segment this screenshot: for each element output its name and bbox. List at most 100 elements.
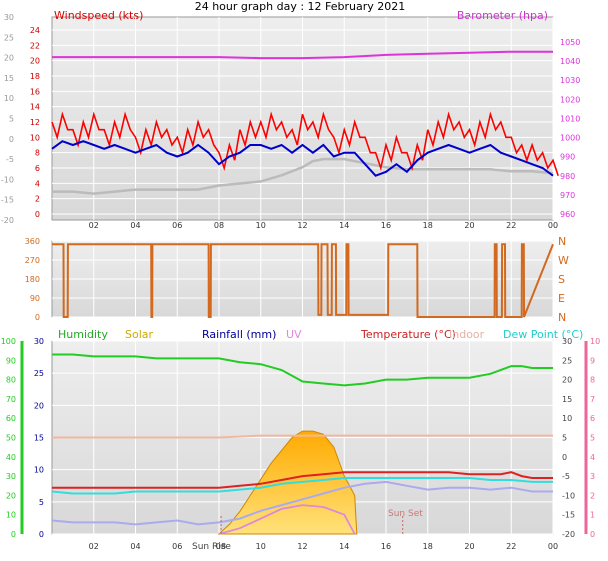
x-tick-label-top: 06 xyxy=(172,221,182,230)
uv-tick: 3 xyxy=(590,472,595,481)
humidity-tick: 30 xyxy=(6,472,16,481)
barometer-tick: 1010 xyxy=(560,114,580,123)
windspeed-outer-tick: 5 xyxy=(9,115,14,124)
windspeed-outer-tick: 25 xyxy=(4,33,14,42)
sun-rise-label: Sun Rise xyxy=(192,542,231,552)
windspeed-tick: 14 xyxy=(30,103,40,112)
barometer-tick: 1020 xyxy=(560,95,580,104)
x-tick-label-top: 00 xyxy=(548,221,558,230)
compass-label: N xyxy=(558,235,566,248)
windspeed-tick: 8 xyxy=(35,149,40,158)
uv-tick: 2 xyxy=(590,491,595,500)
data-series xyxy=(51,50,559,535)
uv-tick: 1 xyxy=(590,511,595,520)
barometer-line xyxy=(52,50,553,60)
direction-tick: 360 xyxy=(25,237,40,246)
humidity-tick: 80 xyxy=(6,376,16,385)
x-tick-label-bottom: 10 xyxy=(256,542,266,551)
x-tick-label-top: 12 xyxy=(297,221,307,230)
barometer-tick: 1000 xyxy=(560,134,580,143)
uv-tick: 7 xyxy=(590,395,595,404)
legend-humidity: Humidity xyxy=(58,328,108,341)
temperature-line xyxy=(52,471,553,489)
x-tick-label-top: 08 xyxy=(214,221,224,230)
x-tick-label-top: 18 xyxy=(423,221,433,230)
x-tick-label-bottom: 14 xyxy=(339,542,349,551)
windspeed-line xyxy=(51,111,559,176)
x-tick-label-bottom: 02 xyxy=(89,542,99,551)
temperature-tick: -20 xyxy=(562,530,575,539)
windspeed-outer-tick: 20 xyxy=(4,54,14,63)
windspeed-tick: 6 xyxy=(35,164,40,173)
compass-label: N xyxy=(558,311,566,324)
legend-temperature: Temperature (°C) xyxy=(360,328,456,341)
humidity-tick: 0 xyxy=(11,530,16,539)
direction-tick: 270 xyxy=(25,256,40,265)
compass-label: E xyxy=(558,292,565,305)
humidity-tick: 50 xyxy=(6,434,16,443)
indoor-line xyxy=(52,434,553,439)
compass-label: S xyxy=(558,273,565,286)
windspeed-tick: 10 xyxy=(30,133,40,142)
barometer-tick: 970 xyxy=(560,191,575,200)
temperature-tick: -15 xyxy=(562,511,575,520)
windspeed-outer-tick: -20 xyxy=(1,216,14,225)
temperature-tick: -10 xyxy=(562,491,575,500)
direction-tick: 0 xyxy=(35,313,40,322)
uv-tick: 0 xyxy=(590,530,595,539)
humidity-tick: 10 xyxy=(6,511,16,520)
uv-tick: 10 xyxy=(590,337,600,346)
barometer-tick: 980 xyxy=(560,172,575,181)
x-tick-label-bottom: 18 xyxy=(423,542,433,551)
uv-tick: 9 xyxy=(590,356,595,365)
windspeed-tick: 16 xyxy=(30,87,40,96)
humidity-tick: 70 xyxy=(6,395,16,404)
temperature-tick: 15 xyxy=(562,395,572,404)
barometer-tick: 960 xyxy=(560,210,575,219)
dew-point-line xyxy=(51,477,553,495)
windspeed-outer-tick: 15 xyxy=(4,74,14,83)
legend-dew-point: Dew Point (°C) xyxy=(503,328,583,341)
rainfall-tick: 30 xyxy=(34,337,44,346)
temperature-tick: 20 xyxy=(562,376,572,385)
direction-tick: 90 xyxy=(30,294,40,303)
rainfall-tick: 5 xyxy=(39,498,44,507)
sun-set-label: Sun Set xyxy=(388,509,423,519)
temperature-tick: 0 xyxy=(562,453,567,462)
wind-direction-line xyxy=(52,243,554,318)
windspeed-outer-tick: 10 xyxy=(4,94,14,103)
uv-tick: 8 xyxy=(590,376,595,385)
x-tick-label-bottom: 06 xyxy=(172,542,182,551)
x-tick-label-top: 16 xyxy=(381,221,391,230)
compass-label: W xyxy=(558,254,569,267)
barometer-tick: 990 xyxy=(560,153,575,162)
x-tick-label-bottom: 00 xyxy=(548,542,558,551)
x-tick-label-bottom: 22 xyxy=(506,542,516,551)
direction-tick: 180 xyxy=(25,275,40,284)
uv-line xyxy=(218,504,356,535)
windspeed-outer-tick: -5 xyxy=(6,155,14,164)
chart-title: 24 hour graph day : 12 February 2021 xyxy=(195,0,406,13)
rainfall-tick: 20 xyxy=(34,401,44,410)
humidity-tick: 20 xyxy=(6,491,16,500)
x-tick-label-bottom: 12 xyxy=(297,542,307,551)
x-tick-label-top: 22 xyxy=(506,221,516,230)
uv-tick: 6 xyxy=(590,414,595,423)
windspeed-tick: 0 xyxy=(35,210,40,219)
humidity-tick: 40 xyxy=(6,453,16,462)
uv-tick: 4 xyxy=(590,453,595,462)
x-tick-label-bottom: 16 xyxy=(381,542,391,551)
barometer-tick: 1050 xyxy=(560,38,580,47)
temperature-tick: 25 xyxy=(562,356,572,365)
barometer-tick: 1040 xyxy=(560,57,580,66)
windspeed-tick: 24 xyxy=(30,26,40,35)
humidity-tick: 100 xyxy=(1,337,16,346)
x-tick-label-bottom: 20 xyxy=(464,542,474,551)
legend-uv: UV xyxy=(286,328,302,341)
axis-ticks: 0202040406060808101012121414161618182020… xyxy=(1,13,600,551)
temperature-tick: 30 xyxy=(562,337,572,346)
x-tick-label-top: 02 xyxy=(89,221,99,230)
humidity-tick: 90 xyxy=(6,356,16,365)
legend-solar: Solar xyxy=(125,328,154,341)
